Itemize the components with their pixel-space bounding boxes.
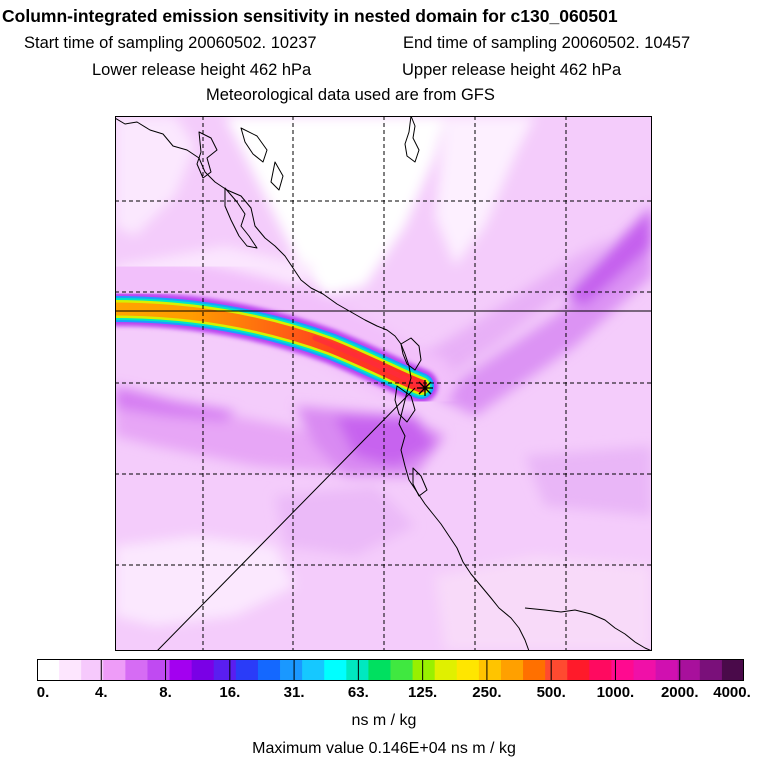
met-data-label: Meteorological data used are from GFS: [206, 86, 495, 104]
map-gridlines: [115, 116, 652, 651]
colorbar-swatch: [125, 659, 149, 681]
colorbar-tick-label: 2000.: [660, 684, 699, 701]
colorbar-swatch: [59, 659, 82, 681]
colorbar-swatch: [456, 659, 480, 681]
colorbar-tick-label: 125.: [408, 684, 438, 701]
colorbar-swatch: [589, 659, 613, 681]
lower-release-label: Lower release height 462 hPa: [92, 61, 312, 79]
colorbar-swatch: [633, 659, 657, 681]
map-frame: [115, 116, 652, 651]
colorbar-swatch: [721, 659, 745, 681]
colorbar-swatch: [368, 659, 392, 681]
colorbar-tick-label: 31.: [283, 684, 305, 701]
release-star-marker: [417, 380, 433, 396]
colorbar-swatch: [213, 659, 237, 681]
start-time-label: Start time of sampling 20060502. 10237: [24, 34, 317, 52]
colorbar-swatch: [235, 659, 259, 681]
colorbar-swatch: [500, 659, 524, 681]
colorbar-tick-label: 250.: [472, 684, 502, 701]
colorbar-swatch: [523, 659, 546, 681]
colorbar-tick-label: 16.: [219, 684, 241, 701]
colorbar-tick-label: 500.: [536, 684, 566, 701]
units-label: ns m / kg: [351, 712, 417, 729]
colorbar-frame: [37, 659, 744, 681]
colorbar-tick-label: 0.: [36, 684, 50, 701]
colorbar: [37, 659, 745, 681]
colorbar-swatch: [103, 659, 126, 681]
colorbar-tick-label: 63.: [347, 684, 369, 701]
colorbar-swatch: [699, 659, 723, 681]
colorbar-swatch: [257, 659, 281, 681]
colorbar-scale: [37, 659, 745, 681]
sensitivity-map: [115, 116, 652, 651]
plot-title: Column-integrated emission sensitivity i…: [2, 6, 618, 26]
colorbar-swatch: [302, 659, 325, 681]
colorbar-swatch: [545, 659, 568, 681]
trajectory-plume: [115, 256, 455, 412]
colorbar-swatch: [191, 659, 215, 681]
sensitivity-field: [115, 116, 652, 651]
colorbar-swatch: [434, 659, 458, 681]
colorbar-tick-label: 4000.: [713, 684, 751, 701]
colorbar-swatch: [390, 659, 414, 681]
map-canvas: [115, 116, 652, 651]
colorbar-swatch: [567, 659, 590, 681]
colorbar-tick-label: 1000.: [596, 684, 635, 701]
colorbar-swatch: [478, 659, 502, 681]
colorbar-swatch: [655, 659, 679, 681]
colorbar-swatch: [611, 659, 635, 681]
colorbar-swatch: [346, 659, 369, 681]
colorbar-swatch: [280, 659, 303, 681]
colorbar-swatch: [147, 659, 171, 681]
colorbar-tick-label: 8.: [159, 684, 172, 701]
end-time-label: End time of sampling 20060502. 10457: [403, 34, 691, 52]
colorbar-swatch: [81, 659, 104, 681]
upper-release-label: Upper release height 462 hPa: [402, 61, 622, 79]
maximum-value-label: Maximum value 0.146E+04 ns m / kg: [252, 740, 516, 757]
colorbar-swatch: [324, 659, 347, 681]
colorbar-swatch: [169, 659, 193, 681]
colorbar-swatch: [37, 659, 60, 681]
boundary-lines: [156, 310, 652, 651]
colorbar-tick-label: 4.: [95, 684, 108, 701]
colorbar-swatch: [412, 659, 436, 681]
colorbar-swatch: [677, 659, 701, 681]
